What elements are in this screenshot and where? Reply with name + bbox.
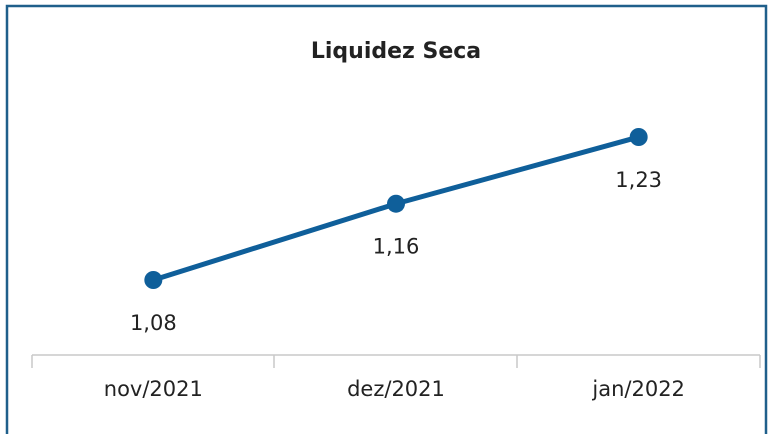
data-point	[629, 128, 648, 146]
chart-frame	[5, 4, 768, 434]
data-label: 1,23	[615, 168, 662, 192]
x-tick-label: nov/2021	[104, 377, 203, 401]
data-point	[144, 271, 163, 289]
x-tick-label: dez/2021	[347, 377, 445, 401]
chart-title: Liquidez Seca	[311, 39, 481, 64]
data-label: 1,16	[373, 235, 420, 259]
data-point	[387, 194, 405, 213]
x-tick-label: jan/2022	[591, 377, 685, 401]
data-label: 1,08	[130, 311, 177, 335]
